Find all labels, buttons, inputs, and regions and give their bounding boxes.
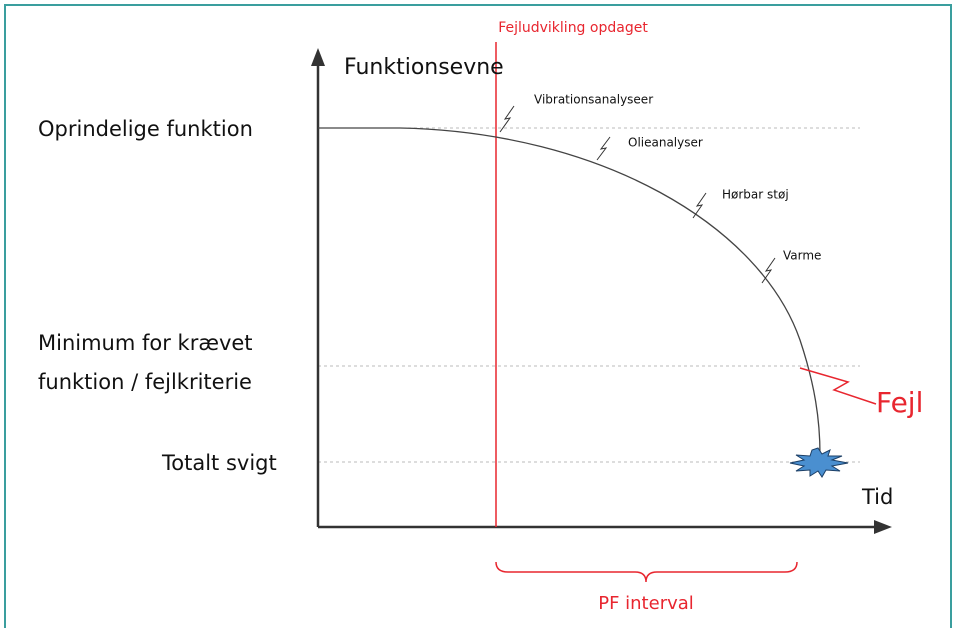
y-axis-label: Funktionsevne [344,55,504,80]
axes [316,62,878,529]
indicator-label: Hørbar støj [722,188,789,202]
reference-lines [318,127,860,463]
indicator-label: Olieanalyser [628,136,703,150]
indicator-marks [499,105,776,284]
frame [4,4,952,628]
level-label: Minimum for krævet [38,331,253,355]
x-arrow [874,520,892,534]
indicator-label: Varme [783,249,821,263]
failure-label: Fejl [876,386,923,419]
level-label: Totalt svigt [161,451,277,475]
pf-curve [318,127,821,456]
indicator-label: Vibrationsanalyseer [534,93,653,107]
level-label: Oprindelige funktion [38,117,253,141]
x-axis-label: Tid [861,485,893,509]
failure-burst [789,447,849,478]
level-label: funktion / fejlkriterie [38,370,252,394]
interval-label: PF interval [598,593,694,614]
interval-brace [495,561,798,583]
y-arrow [311,48,325,66]
failure-mark [799,367,877,405]
detected-label: Fejludvikling opdaget [498,20,648,36]
